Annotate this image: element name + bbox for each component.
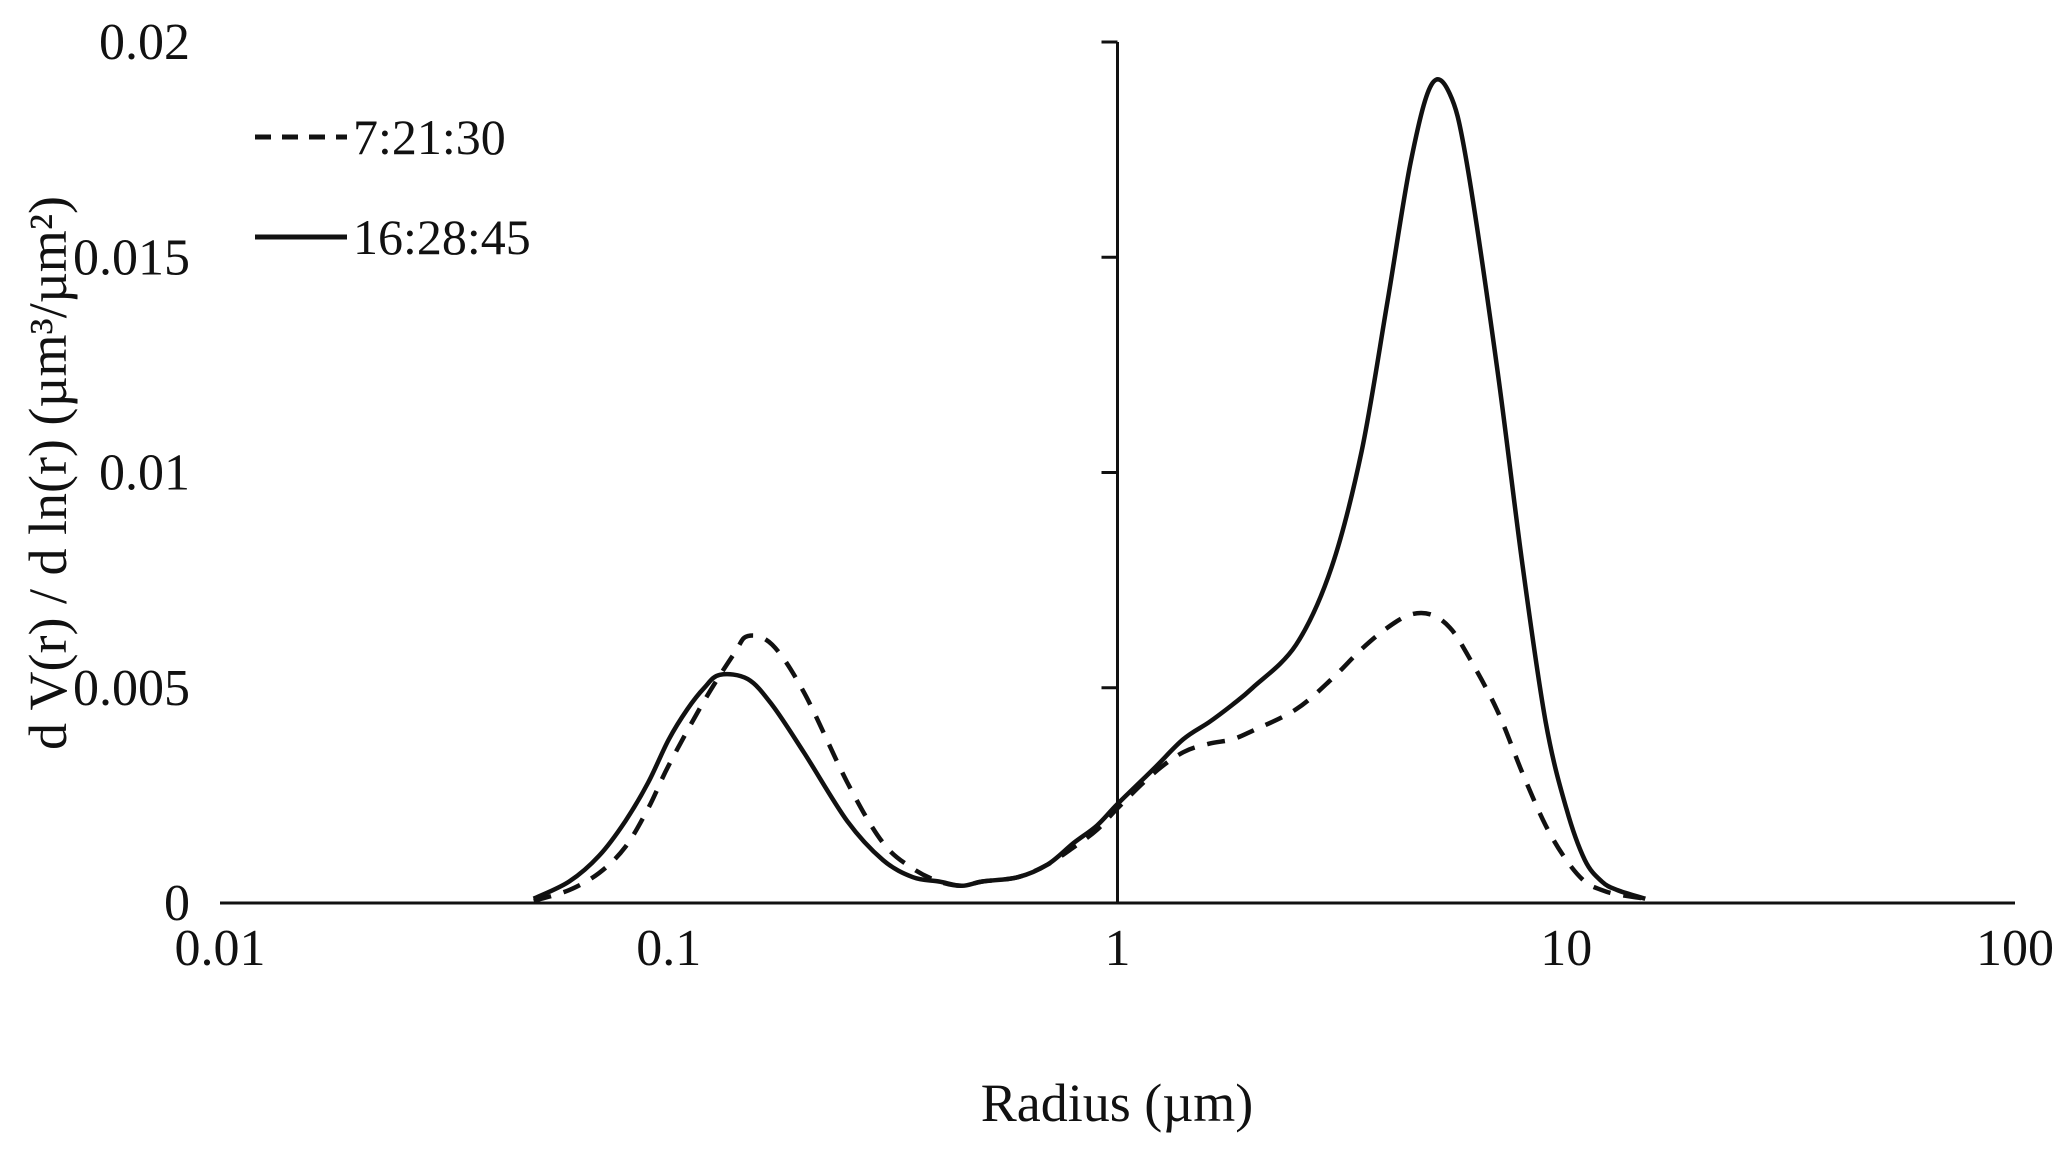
- x-tick-label: 1: [1105, 920, 1131, 977]
- legend-item-solid: 16:28:45: [255, 208, 531, 266]
- x-tick-label: 0.1: [636, 920, 701, 977]
- legend-item-dashed: 7:21:30: [255, 108, 531, 166]
- y-tick-label: 0.01: [99, 445, 190, 502]
- y-tick-label: 0.015: [73, 229, 190, 286]
- legend: 7:21:30 16:28:45: [255, 108, 531, 266]
- dashed-line-swatch: [255, 134, 347, 140]
- legend-label-solid: 16:28:45: [353, 209, 531, 265]
- series-curve-16-28-45: [532, 77, 1646, 901]
- series-curve-7-21-30: [533, 610, 1646, 903]
- y-tick-label: 0.005: [73, 660, 190, 717]
- x-tick-label: 100: [1976, 920, 2054, 977]
- y-tick-label: 0: [164, 875, 190, 932]
- y-tick-label: 0.02: [99, 14, 190, 71]
- x-tick-label: 10: [1540, 920, 1592, 977]
- x-tick-label: 0.01: [175, 920, 266, 977]
- x-axis-title: Radius (µm): [980, 1073, 1254, 1133]
- legend-label-dashed: 7:21:30: [353, 109, 506, 165]
- solid-line-swatch: [255, 234, 347, 240]
